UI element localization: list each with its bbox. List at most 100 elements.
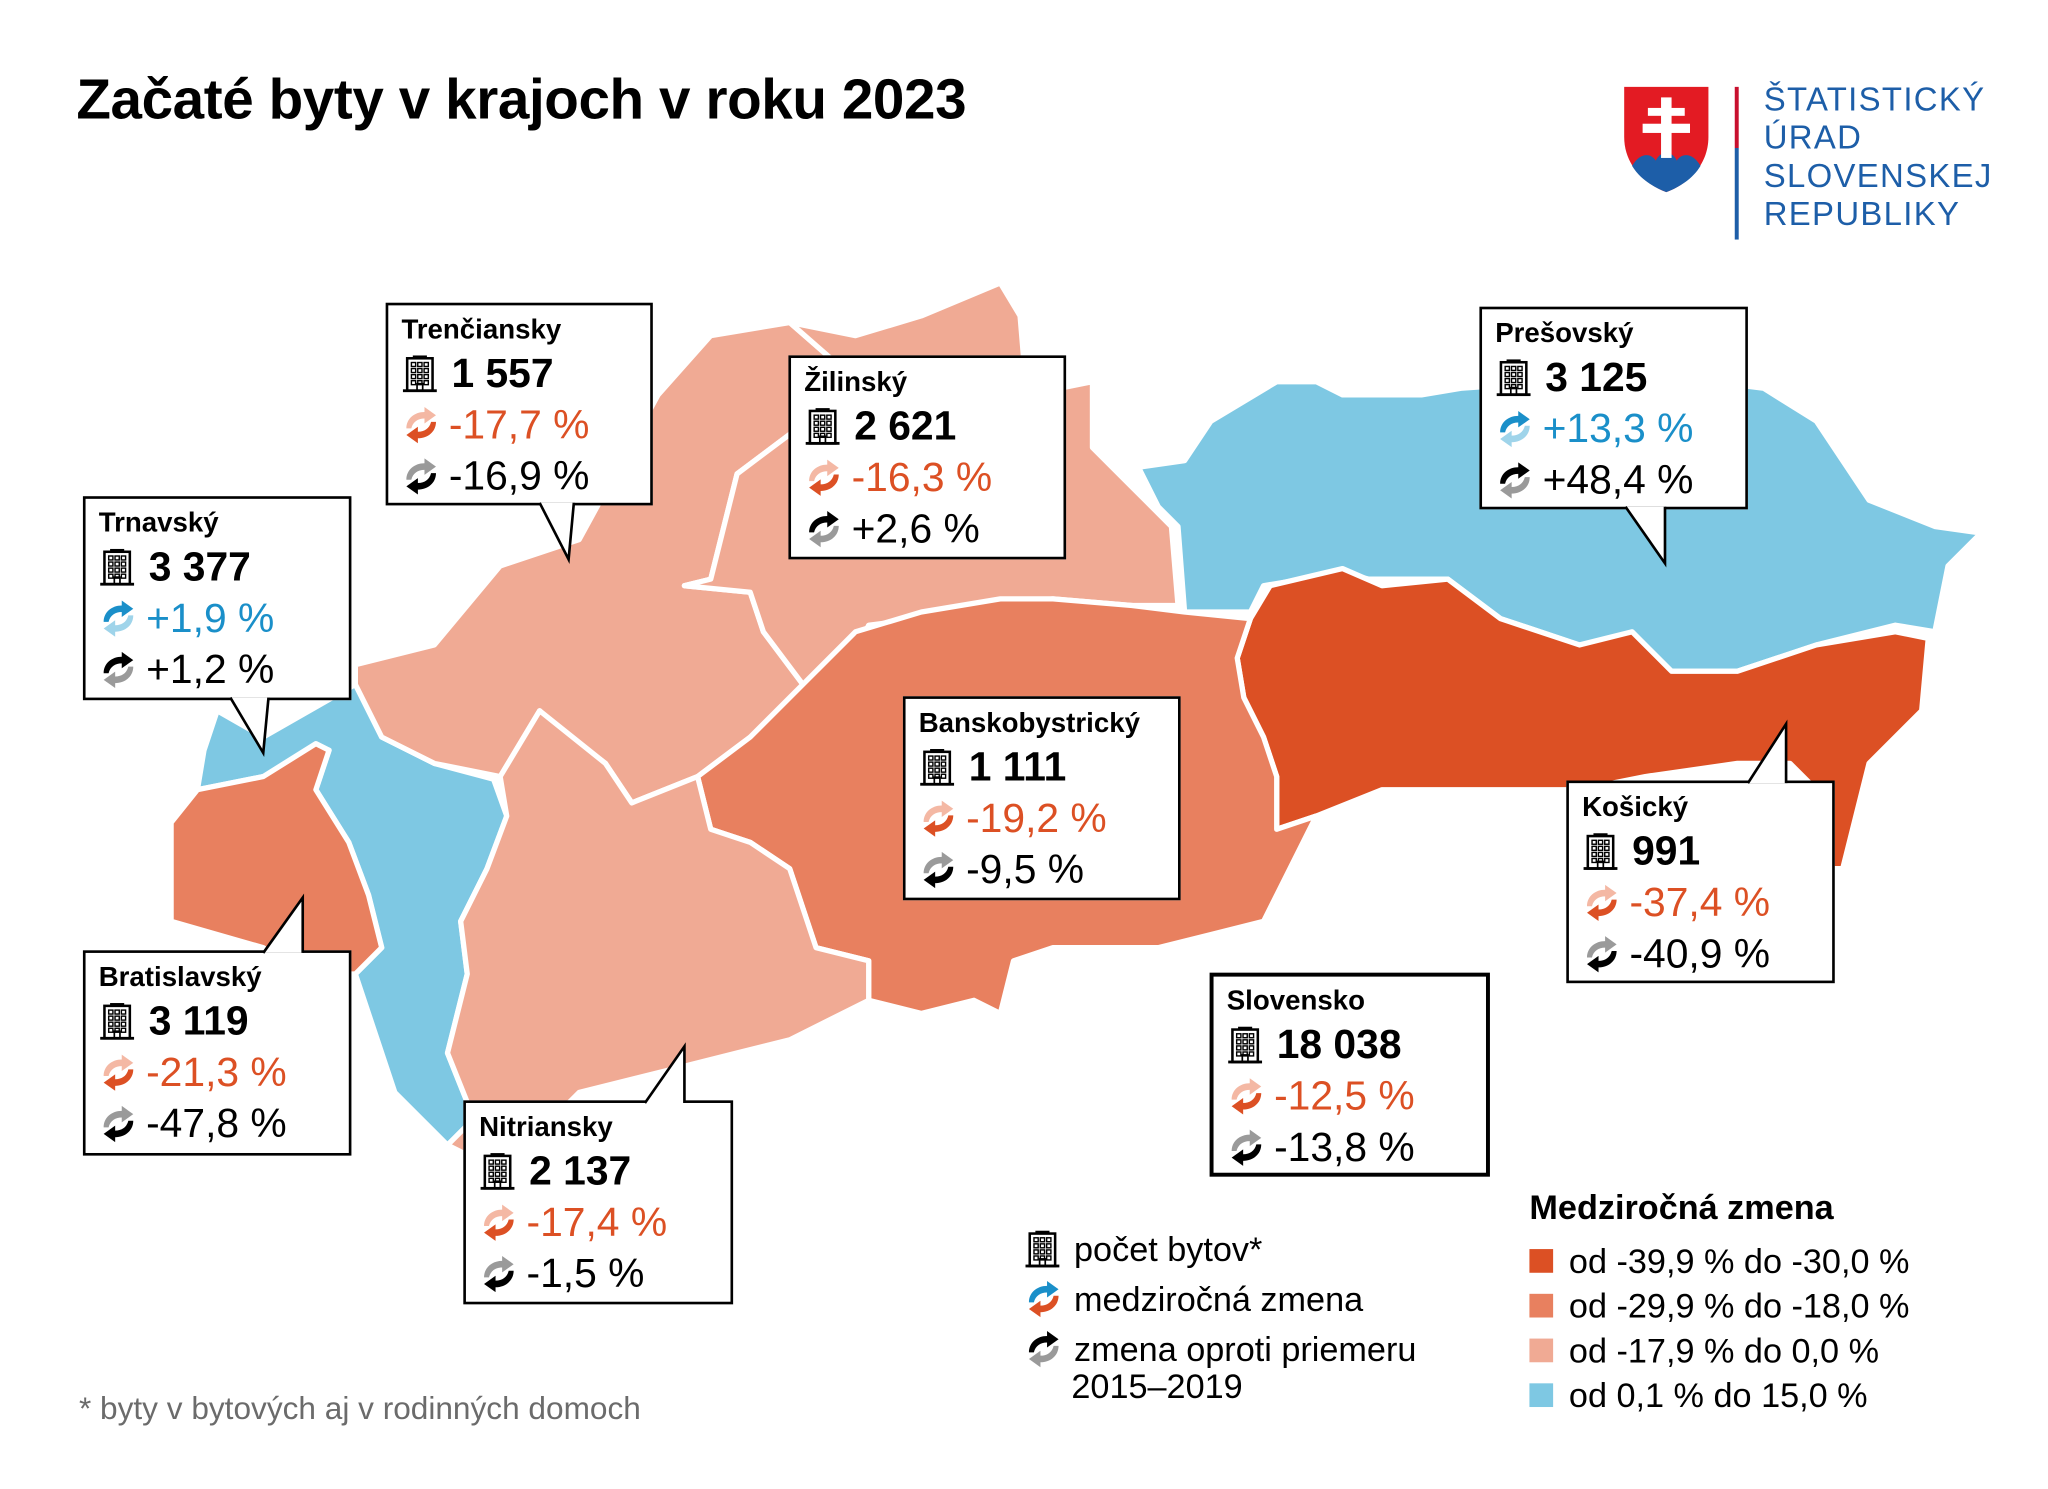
legend-avg: zmena oproti priemeru <box>1024 1324 1416 1374</box>
color-legend-label: od -39,9 % do -30,0 % <box>1568 1240 1910 1281</box>
avg-change-value: -40,9 % <box>1629 929 1771 976</box>
avg-change-arrows-icon <box>99 1104 138 1143</box>
callout-zilinsky: Žilinský 2 621 -16,3 % +2,6 % <box>788 355 1067 560</box>
color-swatch <box>1529 1383 1554 1408</box>
avg-change-arrows-icon <box>401 456 440 495</box>
callout-bratislavsky: Bratislavský 3 119 -21,3 % -47,8 % <box>82 950 352 1156</box>
yoy-change-arrows-icon <box>99 598 138 637</box>
yoy-change-arrows-icon <box>1024 1279 1063 1318</box>
symbol-legend: počet bytov* medziročná zmena zmena opro… <box>1024 1224 1416 1407</box>
yoy-change-arrows-icon <box>1582 883 1621 922</box>
color-legend-item: od 0,1 % do 15,0 % <box>1529 1373 1909 1418</box>
legend-yoy: medziročná zmena <box>1024 1274 1416 1324</box>
avg-change-arrows-icon <box>479 1254 518 1293</box>
avg-change-value: +1,2 % <box>146 645 275 692</box>
callout-slovensko: Slovensko 18 038 -12,5 % -13,8 % <box>1209 972 1490 1177</box>
yoy-change-arrows-icon <box>401 405 440 444</box>
color-swatch <box>1529 1249 1554 1273</box>
yoy-change-arrows-icon <box>1495 409 1534 448</box>
color-legend-title: Medziročná zmena <box>1529 1187 1834 1227</box>
yoy-change-value: +1,9 % <box>146 594 275 641</box>
avg-change-value: -47,8 % <box>146 1099 287 1146</box>
dwelling-count: 3 377 <box>148 542 251 589</box>
building-icon <box>804 406 843 445</box>
building-icon <box>1582 831 1621 870</box>
building-icon <box>99 547 138 586</box>
region-name: Slovensko <box>1226 985 1365 1017</box>
avg-change-value: -9,5 % <box>966 845 1085 892</box>
logo-text: ŠTATISTICKÝ ÚRAD SLOVENSKEJ REPUBLIKY <box>1764 82 1993 235</box>
region-name: Banskobystrický <box>918 708 1140 739</box>
yoy-change-value: -12,5 % <box>1274 1072 1415 1119</box>
region-nitriansky <box>444 708 872 1161</box>
callout-kosicky: Košický 991 -37,4 % -40,9 % <box>1566 780 1835 984</box>
dwelling-count: 2 137 <box>529 1147 632 1194</box>
logo-line-2: ÚRAD <box>1763 119 1863 157</box>
yoy-change-value: -37,4 % <box>1629 878 1771 925</box>
yoy-change-arrows-icon <box>804 457 843 496</box>
footnote: * byty v bytových aj v rodinných domoch <box>78 1391 641 1427</box>
avg-change-arrows-icon <box>1582 934 1621 973</box>
avg-change-arrows-icon <box>919 850 958 889</box>
dwelling-count: 3 119 <box>148 997 249 1044</box>
dwelling-count: 991 <box>1632 827 1701 874</box>
logo-line-3: SLOVENSKEJ <box>1763 157 1993 195</box>
avg-change-arrows-icon <box>99 650 138 689</box>
yoy-change-value: -19,2 % <box>966 794 1107 841</box>
dwelling-count: 1 111 <box>968 742 1067 790</box>
color-legend: Medziročná zmena od -39,9 % do -30,0 % od… <box>1529 1187 1909 1417</box>
avg-change-value: +48,4 % <box>1542 456 1694 503</box>
yoy-change-value: -17,7 % <box>448 400 590 447</box>
avg-change-arrows-icon <box>1227 1127 1266 1166</box>
color-swatch <box>1529 1293 1554 1318</box>
building-icon <box>1227 1025 1266 1064</box>
callout-nitriansky: Nitriansky 2 137 -17,4 % -1,5 % <box>463 1100 734 1305</box>
page-title: Začaté byty v krajoch v roku 2023 <box>76 68 967 132</box>
yoy-change-value: -17,4 % <box>526 1198 668 1245</box>
yoy-change-value: -21,3 % <box>146 1048 287 1095</box>
legend-avg-period: 2015–2019 <box>1071 1366 1243 1406</box>
logo-divider <box>1734 86 1739 240</box>
avg-change-value: -16,9 % <box>448 452 590 499</box>
yoy-change-value: +13,3 % <box>1542 404 1694 451</box>
building-icon <box>99 1001 138 1040</box>
avg-change-value: -1,5 % <box>526 1249 645 1296</box>
color-legend-label: od -29,9 % do -18,0 % <box>1568 1285 1910 1325</box>
dwelling-count: 3 125 <box>1545 353 1648 400</box>
logo-line-4: REPUBLIKY <box>1763 196 1961 233</box>
building-icon <box>401 353 440 392</box>
avg-change-value: -13,8 % <box>1274 1123 1415 1170</box>
legend-avg-label: zmena oproti priemeru <box>1074 1328 1417 1369</box>
building-icon <box>1024 1229 1063 1268</box>
color-legend-item: od -17,9 % do 0,0 % <box>1529 1328 1909 1373</box>
yoy-change-arrows-icon <box>99 1052 138 1091</box>
avg-change-arrows-icon <box>804 509 843 548</box>
color-legend-item: od -39,9 % do -30,0 % <box>1529 1239 1909 1284</box>
coat-of-arms-logo <box>1624 86 1709 193</box>
dwelling-count: 18 038 <box>1276 1020 1402 1067</box>
logo-line-1: ŠTATISTICKÝ <box>1763 81 1986 119</box>
color-swatch <box>1529 1338 1554 1363</box>
callout-presovsky: Prešovský 3 125 +13,3 % +48,4 % <box>1479 306 1748 510</box>
avg-change-value: +2,6 % <box>851 504 980 551</box>
building-icon <box>919 747 958 786</box>
region-name: Trenčiansky <box>401 314 562 345</box>
avg-change-arrows-icon <box>1495 460 1534 499</box>
region-name: Košický <box>1582 792 1689 823</box>
yoy-change-arrows-icon <box>919 798 958 837</box>
legend-yoy-label: medziročná zmena <box>1074 1278 1364 1319</box>
yoy-change-arrows-icon <box>479 1202 518 1241</box>
dwelling-count: 1 557 <box>451 349 554 396</box>
color-legend-item: od -29,9 % do -18,0 % <box>1529 1283 1909 1328</box>
region-name: Žilinský <box>804 367 908 398</box>
callout-trnavsky: Trnavský 3 377 +1,9 % +1,2 % <box>82 496 352 701</box>
building-icon <box>1495 357 1534 396</box>
legend-count: počet bytov* <box>1024 1224 1416 1274</box>
region-name: Nitriansky <box>479 1112 613 1143</box>
yoy-change-arrows-icon <box>1227 1076 1266 1115</box>
region-name: Prešovský <box>1495 318 1634 349</box>
callout-banskobystricky: Banskobystrický 1 111 -19,2 % -9,5 % <box>902 696 1181 901</box>
color-legend-label: od 0,1 % do 15,0 % <box>1568 1374 1868 1415</box>
legend-count-label: počet bytov* <box>1074 1228 1263 1269</box>
